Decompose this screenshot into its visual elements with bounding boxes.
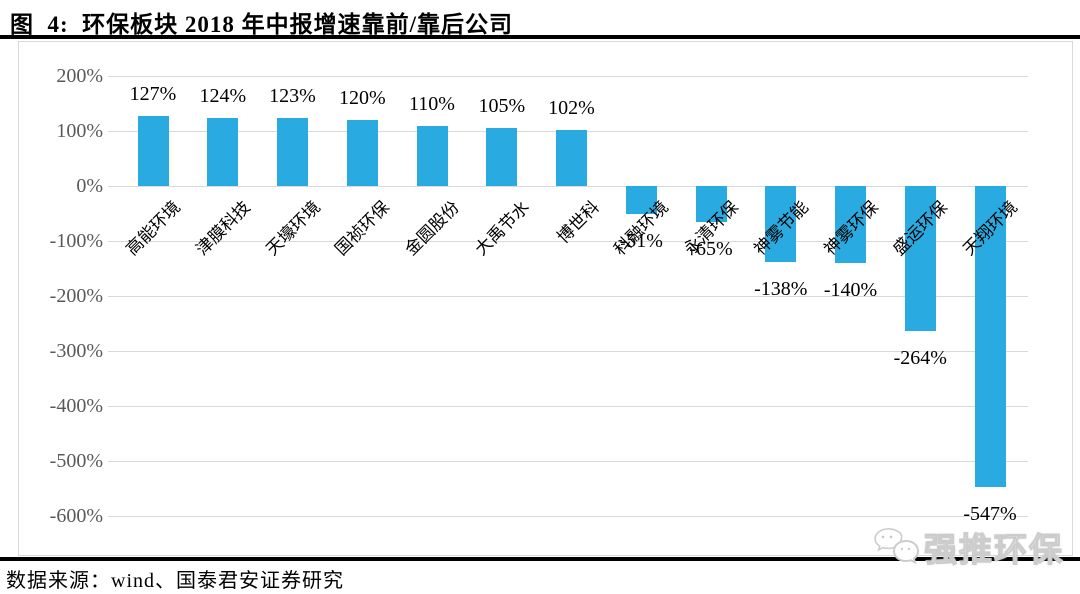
y-gridline [108, 461, 1028, 462]
bar-chart: 200% 100% 0% -100% -200% -300% -400% -500% -600%… [18, 41, 1073, 556]
bar [137, 116, 169, 186]
bar-value-label: -264% [893, 347, 947, 370]
x-category-label: 国祯环保 [331, 197, 394, 260]
watermark: 强推环保 [872, 523, 1064, 571]
bar [207, 117, 239, 186]
bar [695, 186, 727, 222]
bar-value-label: -51% [619, 230, 663, 253]
y-gridline [108, 241, 1028, 242]
y-axis-tick-label: 200% [56, 65, 103, 87]
bar-value-label: -547% [963, 502, 1017, 525]
bar [974, 186, 1006, 487]
bar-value-label: 120% [338, 87, 386, 109]
figure-title: 图 4: 环保板块 2018 年中报增速靠前/靠后公司 [10, 12, 514, 37]
y-gridline [108, 516, 1028, 517]
y-axis-tick-label: -600% [49, 505, 103, 527]
bar [486, 128, 518, 187]
bar [904, 186, 936, 332]
y-gridline [108, 406, 1028, 407]
y-axis-tick-label: -400% [49, 395, 103, 417]
bar-value-label: -138% [754, 277, 808, 300]
y-gridline [108, 351, 1028, 352]
bar [346, 120, 378, 186]
y-gridline [108, 186, 1028, 187]
y-axis-tick-label: -200% [49, 285, 103, 307]
bar-value-label: -140% [823, 279, 878, 301]
y-axis-tick-label: -500% [49, 450, 103, 472]
bar [625, 186, 657, 215]
x-category-label: 高能环境 [122, 197, 184, 260]
x-category-label: 津膜科技 [192, 197, 254, 260]
bar-value-label: 102% [548, 96, 595, 119]
title-underline [0, 35, 1080, 39]
wechat-icon [872, 525, 920, 570]
bar-value-label: 127% [129, 83, 177, 106]
y-gridline [108, 296, 1028, 297]
x-category-label: 大禹节水 [471, 197, 533, 260]
y-gridline [108, 76, 1028, 77]
x-category-label: 天壕环境 [261, 197, 324, 260]
bar-value-label: 124% [199, 84, 247, 107]
bottom-divider [0, 557, 1080, 561]
y-axis-tick-label: -300% [49, 340, 103, 362]
bar [277, 118, 308, 186]
bar [835, 186, 866, 263]
y-axis-tick-label: 100% [56, 120, 103, 142]
x-category-label: 金圆股份 [401, 197, 463, 260]
y-axis-tick-label: -100% [49, 230, 103, 252]
bar-value-label: -65% [689, 237, 733, 260]
y-axis-tick-label: 0% [76, 175, 103, 197]
bar [556, 129, 587, 186]
bar-value-label: 123% [269, 85, 316, 108]
watermark-text: 强推环保 [923, 532, 1064, 569]
bar-value-label: 105% [478, 95, 526, 118]
bar-value-label: 110% [409, 92, 455, 115]
data-source-note: 数据来源：wind、国泰君安证券研究 [6, 570, 344, 592]
x-category-label: 博世科 [552, 197, 603, 248]
bar [416, 125, 448, 186]
bar [765, 186, 797, 262]
